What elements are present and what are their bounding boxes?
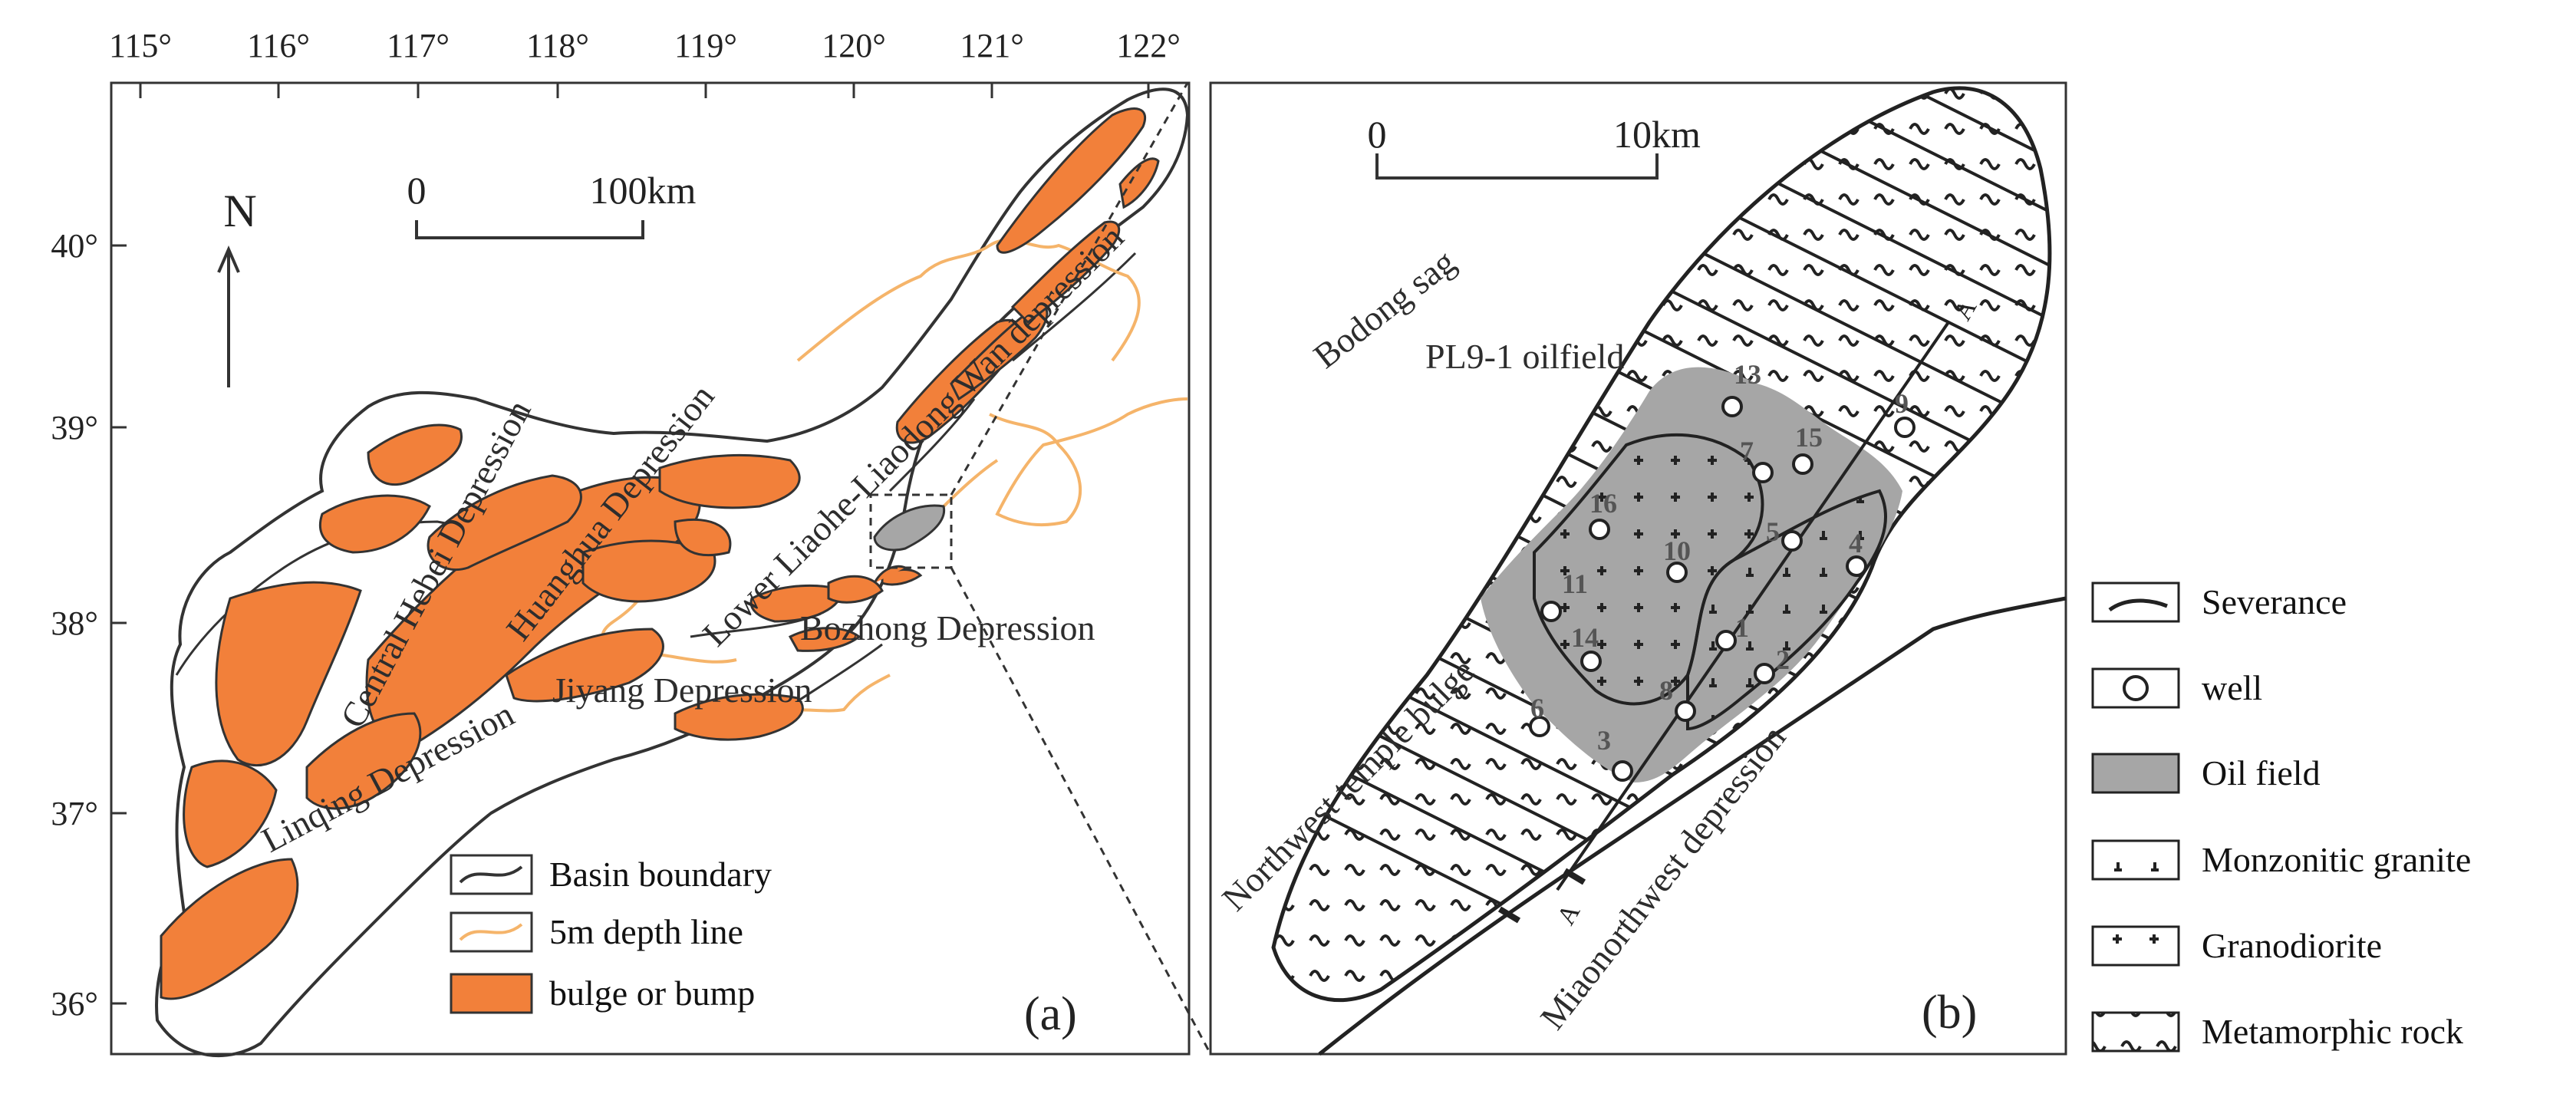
section-line <box>1556 321 1950 891</box>
region-lower-liaohe: Lower Liaohe-Liaodong Wan depression <box>695 218 1131 654</box>
well-marker <box>1715 630 1737 651</box>
well-label: 1 <box>1735 612 1749 643</box>
legend-basin-label: Basin boundary <box>549 855 772 894</box>
well-label: 11 <box>1562 568 1588 599</box>
severance-fault <box>1318 596 2067 1056</box>
legend-depth-label: 5m depth line <box>549 912 743 951</box>
legend-bulge-swatch <box>450 973 533 1014</box>
well-label: 9 <box>1895 388 1909 419</box>
lon-tick-label: 115° <box>109 27 172 64</box>
well-marker <box>1580 651 1602 672</box>
fault-icon <box>2108 598 2168 612</box>
label-oilfield: PL9-1 oilfield <box>1425 337 1624 376</box>
well-label: 8 <box>1659 675 1673 706</box>
map-a-panel: 115° 116° 117° 118° 119° 120° 121° 122° … <box>51 27 1191 1058</box>
well-icon <box>2123 675 2149 701</box>
legend-b: Severance well Oil field Monzonitic gran… <box>2091 582 2471 1053</box>
zoom-box <box>869 493 953 569</box>
zoom-connectors <box>950 82 1212 1055</box>
well-label: 15 <box>1795 422 1823 453</box>
well-label: 3 <box>1597 725 1611 756</box>
well-marker <box>1666 562 1688 583</box>
well-marker <box>1540 601 1562 622</box>
well-label: 13 <box>1734 359 1761 390</box>
well-label: 2 <box>1776 644 1790 675</box>
lat-tick-label: 38° <box>51 605 98 642</box>
well-marker <box>1589 519 1610 540</box>
legend-a: Basin boundary 5m depth line bulge or bu… <box>450 854 772 1014</box>
region-bozhong: Bozhong Depression <box>800 608 1095 647</box>
region-jiyang: Jiyang Depression <box>552 670 812 710</box>
lon-tick-label: 120° <box>822 27 886 64</box>
scale-max: 100km <box>590 169 697 212</box>
lon-tick-label: 116° <box>247 27 310 64</box>
wells <box>1529 396 1916 782</box>
panel-label-a: (a) <box>1024 988 1077 1040</box>
scale-zero: 0 <box>407 169 427 212</box>
lat-tick-label: 37° <box>51 795 98 832</box>
north-arrow: N <box>217 186 257 387</box>
well-labels: 1 2 3 4 5 6 7 8 9 10 11 13 14 15 16 <box>1530 359 1909 756</box>
well-marker <box>1675 700 1696 722</box>
well-label: 10 <box>1663 535 1691 566</box>
oil-field-marker <box>873 504 946 552</box>
oil-field-swatch <box>2091 753 2180 794</box>
lon-tick-label: 117° <box>387 27 450 64</box>
legend-label: Granodiorite <box>2202 926 2382 965</box>
well-marker <box>1529 716 1550 737</box>
scale-max: 10km <box>1613 113 1701 156</box>
map-b-frame <box>1209 81 2067 1056</box>
basin-boundary <box>155 87 1190 1058</box>
well-label: 16 <box>1589 488 1617 519</box>
well-marker <box>1754 663 1775 684</box>
scale-bar-b: 0 10km <box>1368 113 1701 180</box>
well-marker <box>1721 396 1743 417</box>
metamorphic-rock-swatch <box>2091 1011 2180 1053</box>
lon-tick-label: 119° <box>674 27 737 64</box>
scale-bar-a: 0 100km <box>407 169 697 239</box>
legend-label: well <box>2202 668 2262 707</box>
lat-tick-label: 36° <box>51 985 98 1023</box>
well-marker <box>1781 530 1803 552</box>
map-b-panel: 0 10km <box>1209 81 2067 1056</box>
legend-label: Monzonitic granite <box>2202 840 2471 879</box>
north-label: N <box>223 186 256 236</box>
well-marker <box>1792 453 1813 475</box>
lat-axis: 40° 39° 38° 37° 36° <box>51 227 127 1023</box>
granodiorite-swatch <box>2091 925 2180 967</box>
bulges <box>160 107 1160 1000</box>
monzonitic-granite-zone <box>1686 489 1887 731</box>
legend-label: Severance <box>2202 582 2347 621</box>
panel-label-b: (b) <box>1922 987 1977 1039</box>
lon-tick-label: 118° <box>526 27 589 64</box>
lon-axis: 115° 116° 117° 118° 119° 120° 121° 122° <box>109 27 1181 98</box>
well-marker <box>1612 760 1633 782</box>
well-marker <box>1752 462 1774 483</box>
legend-label: Oil field <box>2202 753 2321 792</box>
scale-zero: 0 <box>1368 113 1387 156</box>
well-marker <box>1846 555 1867 577</box>
well-label: 4 <box>1849 528 1863 558</box>
well-label: 14 <box>1571 622 1599 653</box>
lat-tick-label: 39° <box>51 409 98 446</box>
lon-tick-label: 122° <box>1116 27 1181 64</box>
well-label: 6 <box>1530 693 1544 723</box>
lat-tick-label: 40° <box>51 227 98 265</box>
legend-bulge-label: bulge or bump <box>549 974 755 1013</box>
well-marker <box>1894 417 1916 438</box>
monzonitic-granite-swatch <box>2091 839 2180 881</box>
well-label: 7 <box>1740 436 1754 466</box>
map-a-frame <box>110 81 1191 1056</box>
legend-label: Metamorphic rock <box>2202 1012 2463 1051</box>
lon-tick-label: 121° <box>960 27 1024 64</box>
label-section-a: A <box>1552 899 1586 930</box>
well-label: 5 <box>1766 516 1780 547</box>
